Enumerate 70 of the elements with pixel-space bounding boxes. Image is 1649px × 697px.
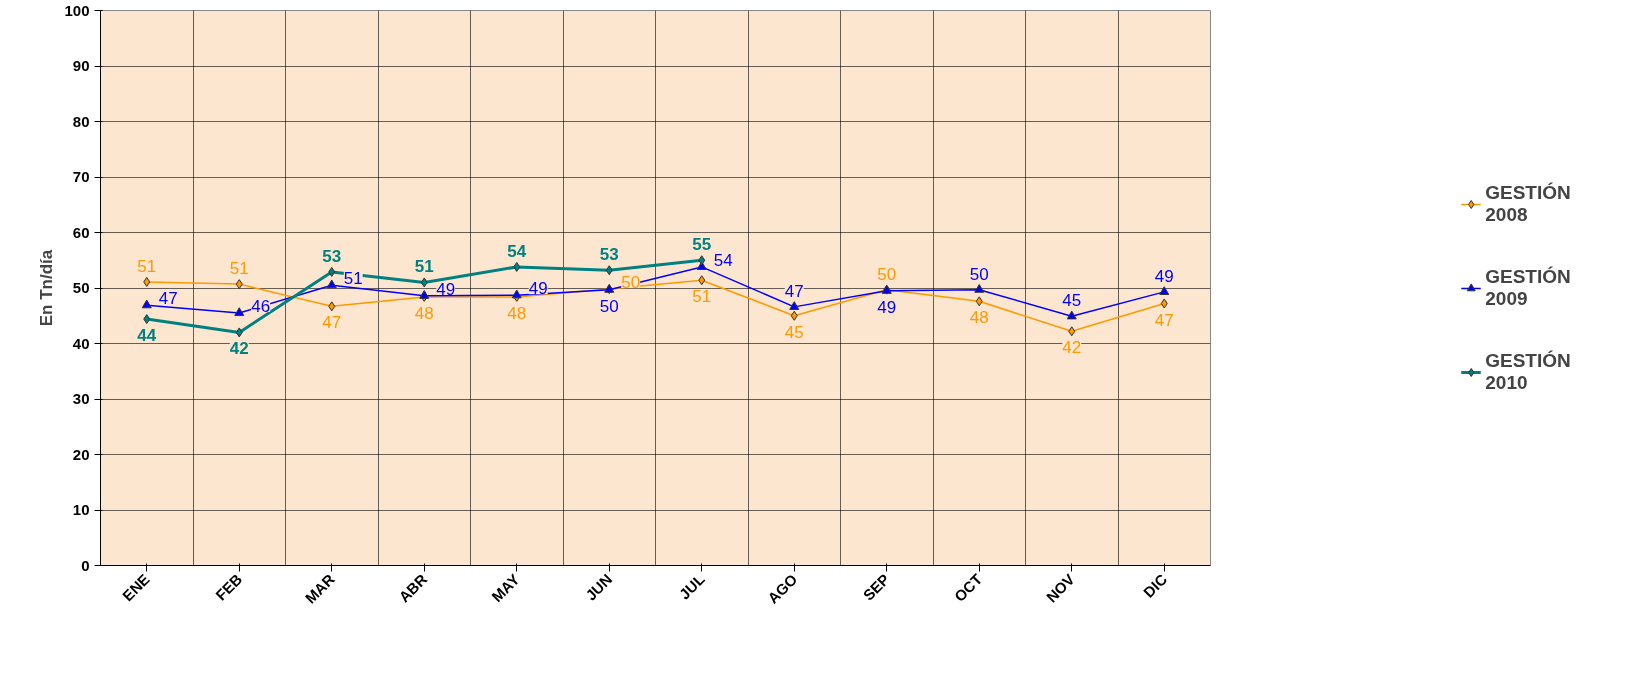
point bbox=[698, 275, 706, 286]
point bbox=[698, 255, 706, 266]
point bbox=[235, 279, 243, 290]
legend-label: GESTIÓN 2009 bbox=[1485, 265, 1571, 310]
data-label: 54 bbox=[507, 241, 527, 261]
point bbox=[143, 314, 151, 325]
y-tick-label: 20 bbox=[72, 445, 90, 463]
data-label: 51 bbox=[343, 269, 363, 289]
point bbox=[326, 279, 337, 289]
data-label: 46 bbox=[251, 296, 271, 316]
y-axis-title: En Tn/día bbox=[37, 249, 57, 327]
y-tick-label: 30 bbox=[72, 390, 90, 407]
data-label: 51 bbox=[137, 256, 157, 276]
data-label: 51 bbox=[229, 259, 249, 279]
y-tick-label: 90 bbox=[72, 57, 90, 74]
y-tick-label: 80 bbox=[72, 112, 90, 130]
data-label: 47 bbox=[1154, 310, 1174, 330]
data-label: 48 bbox=[507, 303, 527, 323]
x-tick-label: DIC bbox=[1139, 570, 1171, 601]
point bbox=[975, 296, 983, 307]
legend-label: GESTIÓN 2008 bbox=[1485, 181, 1571, 226]
data-label: 53 bbox=[322, 246, 342, 266]
point bbox=[605, 265, 613, 276]
data-label: 45 bbox=[1062, 291, 1082, 311]
point bbox=[789, 301, 800, 310]
data-label: 53 bbox=[599, 245, 619, 265]
data-label: 54 bbox=[713, 250, 733, 270]
data-label: 44 bbox=[137, 326, 157, 346]
data-label: 49 bbox=[436, 279, 456, 299]
point bbox=[1160, 298, 1168, 309]
x-tick-label: JUL bbox=[675, 570, 708, 603]
y-tick-label: 60 bbox=[72, 223, 90, 241]
data-label: 50 bbox=[877, 264, 897, 284]
point bbox=[141, 299, 152, 309]
point bbox=[234, 307, 245, 317]
data-label: 50 bbox=[599, 296, 619, 316]
data-label: 47 bbox=[158, 289, 178, 309]
data-label: 51 bbox=[692, 287, 712, 307]
data-label: 47 bbox=[322, 313, 342, 333]
data-label: 55 bbox=[692, 235, 712, 255]
point bbox=[1066, 310, 1077, 320]
y-tick-label: 0 bbox=[81, 556, 90, 574]
data-label: 49 bbox=[528, 279, 548, 299]
y-tick-label: 50 bbox=[72, 279, 90, 296]
data-label: 45 bbox=[784, 322, 804, 342]
data-label: 48 bbox=[969, 308, 989, 328]
point bbox=[790, 310, 798, 321]
y-tick-label: 70 bbox=[72, 168, 90, 185]
point bbox=[1068, 326, 1076, 337]
data-label: 47 bbox=[784, 281, 804, 301]
data-label: 49 bbox=[877, 297, 897, 317]
data-label: 51 bbox=[414, 257, 434, 277]
data-label: 42 bbox=[1062, 338, 1082, 358]
y-tick-label: 40 bbox=[72, 334, 90, 352]
data-label: 48 bbox=[414, 303, 434, 323]
point bbox=[974, 283, 985, 293]
y-tick-label: 100 bbox=[64, 1, 90, 19]
data-label: 50 bbox=[621, 273, 641, 293]
point bbox=[143, 276, 151, 287]
data-label: 42 bbox=[229, 339, 249, 359]
data-label: 49 bbox=[1154, 266, 1174, 286]
point bbox=[328, 301, 336, 312]
point bbox=[420, 277, 428, 288]
point bbox=[1159, 286, 1170, 295]
y-tick-label: 10 bbox=[72, 501, 90, 518]
point bbox=[235, 327, 243, 338]
point bbox=[513, 261, 521, 272]
data-label: 50 bbox=[969, 264, 989, 284]
legend-label: GESTIÓN 2010 bbox=[1485, 349, 1571, 394]
point bbox=[328, 266, 336, 277]
